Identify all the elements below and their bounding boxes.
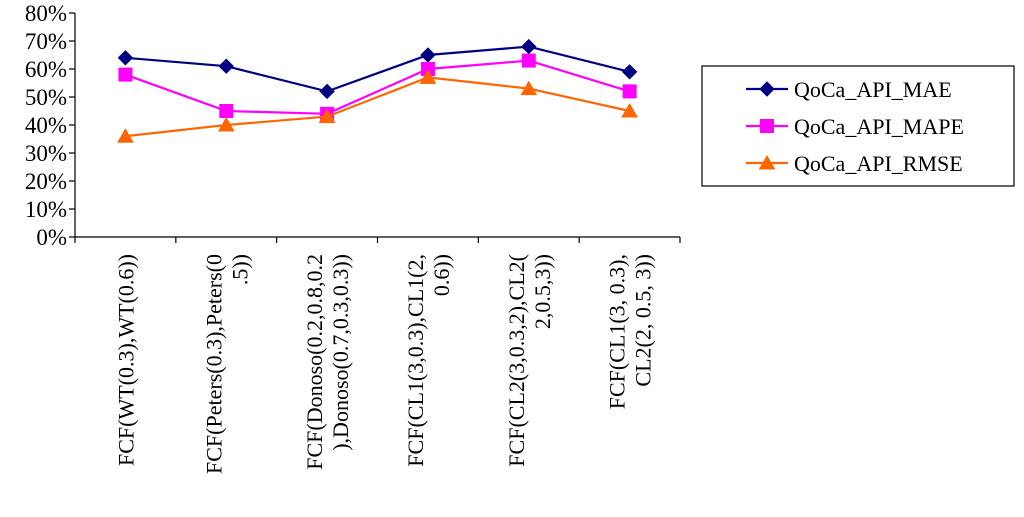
data-point xyxy=(521,53,536,68)
data-point xyxy=(419,69,437,84)
data-point xyxy=(621,102,638,118)
data-point xyxy=(219,104,234,118)
data-point xyxy=(521,38,537,55)
series-line xyxy=(125,45,630,93)
x-tick-label: FCF(WT(0.3),WT(0.6)) xyxy=(113,254,138,466)
data-point xyxy=(117,128,134,143)
y-tick-label: 10% xyxy=(25,197,67,222)
data-point xyxy=(420,47,436,63)
data-point xyxy=(117,50,134,66)
axes xyxy=(74,13,680,238)
y-tick-label: 70% xyxy=(25,29,67,54)
x-tick-label: FCF(Peters(0.3),Peters(0.5)) xyxy=(201,254,252,474)
data-point xyxy=(759,81,775,97)
y-tick-label: 60% xyxy=(25,57,67,82)
x-axis-ticks: FCF(WT(0.3),WT(0.6)) FCF(Peters(0.3),Pete… xyxy=(74,237,681,474)
y-tick-label: 50% xyxy=(25,85,67,110)
data-point xyxy=(760,119,774,133)
legend: QoCa_API_MAE QoCa_API_MAPE QoCa_API_RMSE xyxy=(701,65,1015,187)
data-point xyxy=(319,83,335,100)
series-layer xyxy=(117,38,638,143)
data-point xyxy=(520,80,538,96)
x-tick-label-line: FCF(WT(0.3),WT(0.6)) xyxy=(113,254,138,466)
y-tick-label: 0% xyxy=(36,225,67,250)
legend-entry: QoCa_API_RMSE xyxy=(746,151,963,176)
y-tick-label: 40% xyxy=(25,113,67,138)
x-tick-label-line: 2,0.5,3)) xyxy=(530,254,555,329)
y-tick-label: 20% xyxy=(25,169,67,194)
x-tick-label-line: FCF(CL1(3,0.3),CL1(2, xyxy=(403,254,428,467)
series-line xyxy=(125,76,630,138)
data-point xyxy=(217,116,235,132)
y-axis-ticks: 0% 10% 20% 30% 40% 50% 60% 70% 80% xyxy=(25,1,75,250)
legend-entry: QoCa_API_MAE xyxy=(746,77,952,102)
y-tick-label: 80% xyxy=(25,1,67,26)
x-tick-label: FCF(CL2(3,0.3,2),CL2(2,0.5,3)) xyxy=(504,254,555,467)
x-tick-label-line: FCF(CL1(3, 0.3), xyxy=(605,254,630,409)
legend-entry: QoCa_API_MAPE xyxy=(746,114,964,139)
series-line xyxy=(125,59,630,115)
x-tick-label-line: FCF(Peters(0.3),Peters(0 xyxy=(201,254,226,474)
x-tick-label-line: FCF(Donoso(0.2,0.8,0.2 xyxy=(302,254,327,470)
data-point xyxy=(318,108,336,124)
data-point xyxy=(622,84,637,99)
legend-label: QoCa_API_MAPE xyxy=(794,114,964,139)
x-tick-label-line: FCF(CL2(3,0.3,2),CL2( xyxy=(504,254,529,467)
x-tick-label: FCF(CL1(3, 0.3), CL2(2, 0.5, 3)) xyxy=(605,254,656,409)
x-tick-label-line: .5)) xyxy=(227,254,252,285)
series-QoCa_API_RMSE xyxy=(117,69,638,143)
legend-label: QoCa_API_RMSE xyxy=(794,151,963,176)
x-tick-label-line: 0.6)) xyxy=(429,254,454,296)
series-QoCa_API_MAE xyxy=(117,38,638,100)
x-tick-label-line: CL2(2, 0.5, 3)) xyxy=(631,254,656,387)
data-point xyxy=(118,67,133,82)
data-point xyxy=(218,58,234,74)
x-tick-label: FCF(CL1(3,0.3),CL1(2, 0.6)) xyxy=(403,254,454,467)
x-tick-label-line: ),Donoso(0.7,0.3,0.3)) xyxy=(328,254,353,451)
x-tick-label: FCF(Donoso(0.2,0.8,0.2),Donoso(0.7,0.3,0… xyxy=(302,254,353,470)
y-tick-label: 30% xyxy=(25,141,67,166)
data-point xyxy=(758,154,776,170)
legend-label: QoCa_API_MAE xyxy=(794,77,952,102)
data-point xyxy=(621,64,638,80)
